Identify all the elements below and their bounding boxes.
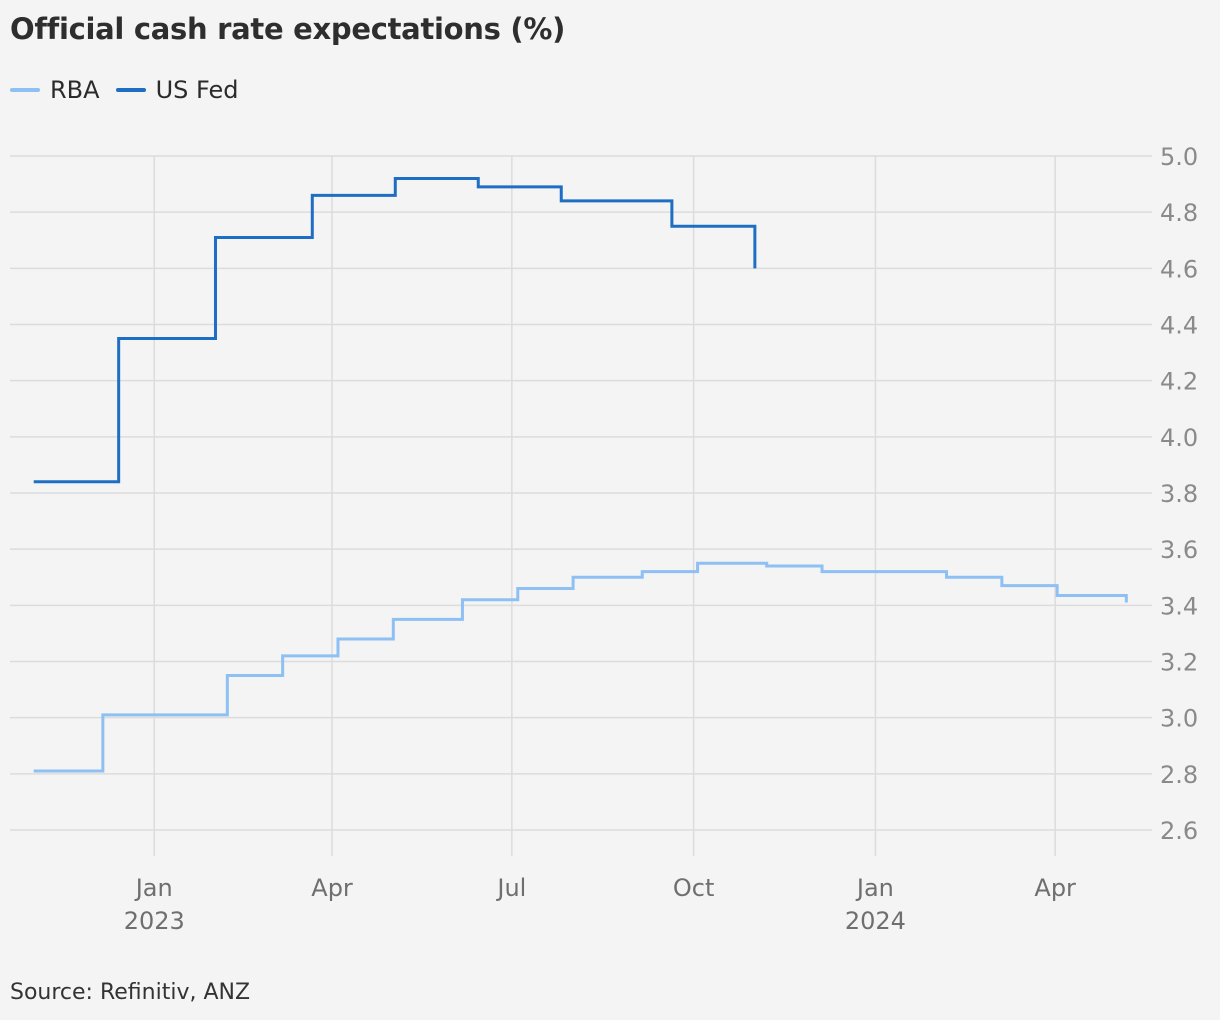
x-tick-label: Jan: [134, 874, 173, 902]
y-tick-label: 2.8: [1160, 761, 1198, 789]
x-tick-label: Jan: [855, 874, 894, 902]
y-tick-label: 3.4: [1160, 592, 1198, 620]
x-tick-label: Apr: [1034, 874, 1076, 902]
y-tick-label: 3.8: [1160, 480, 1198, 508]
legend: RBA US Fed: [10, 76, 254, 104]
y-tick-label: 2.6: [1160, 817, 1198, 845]
y-tick-label: 3.6: [1160, 536, 1198, 564]
legend-swatch-rba: [10, 88, 40, 92]
x-tick-year-label: 2023: [124, 907, 185, 935]
legend-item-rba: RBA: [10, 76, 100, 104]
x-tick-label: Apr: [311, 874, 353, 902]
legend-label-us-fed: US Fed: [155, 76, 239, 104]
legend-label-rba: RBA: [50, 76, 100, 104]
y-tick-label: 5.0: [1160, 143, 1198, 171]
x-tick-label: Jul: [495, 874, 526, 902]
y-tick-label: 3.2: [1160, 649, 1198, 677]
y-tick-label: 4.0: [1160, 424, 1198, 452]
y-tick-label: 3.0: [1160, 705, 1198, 733]
x-tick-label: Oct: [673, 874, 715, 902]
legend-item-us-fed: US Fed: [115, 76, 239, 104]
x-tick-year-label: 2024: [845, 907, 906, 935]
y-tick-label: 4.6: [1160, 255, 1198, 283]
chart-title: Official cash rate expectations (%): [10, 12, 566, 46]
y-tick-label: 4.2: [1160, 368, 1198, 396]
legend-swatch-us-fed: [115, 88, 146, 92]
series-line-us-fed: [33, 176, 757, 484]
source-note: Source: Refinitiv, ANZ: [10, 980, 251, 1005]
y-tick-label: 4.4: [1160, 312, 1198, 340]
y-tick-label: 4.8: [1160, 199, 1198, 227]
series-line-rba: [33, 561, 1128, 773]
